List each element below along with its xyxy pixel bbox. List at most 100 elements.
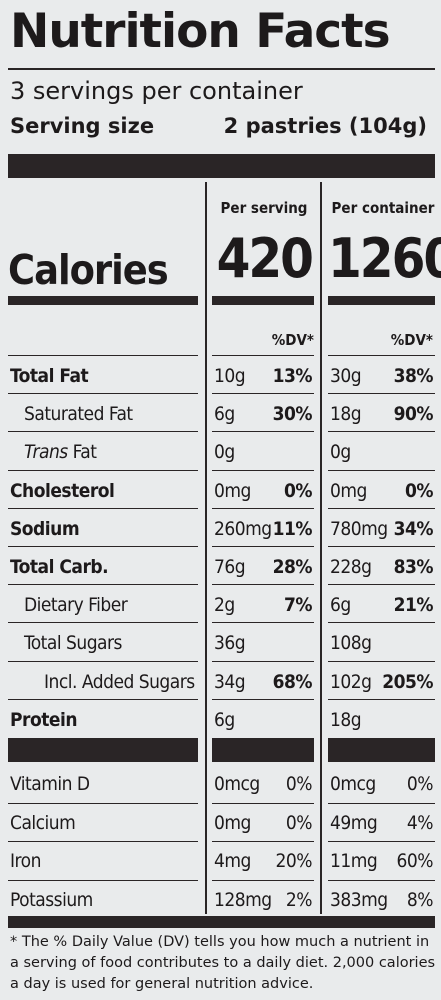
serving-amount: 34g bbox=[214, 670, 246, 693]
row-rule-container bbox=[328, 393, 435, 395]
container-dv: 83% bbox=[393, 556, 434, 578]
row-rule-label bbox=[8, 507, 198, 509]
vitamin-serving-dv: 0% bbox=[285, 811, 313, 834]
row-rule-container bbox=[328, 660, 435, 662]
column-divider-left bbox=[205, 182, 207, 914]
nutrient-name: Cholesterol bbox=[10, 479, 115, 502]
row-rule-container bbox=[328, 546, 435, 547]
container-amount: 228g bbox=[330, 556, 372, 578]
nutrient-name: Saturated Fat bbox=[24, 403, 133, 426]
dv-header-container: %DV* bbox=[390, 331, 433, 349]
vitamin-name: Potassium bbox=[10, 888, 93, 911]
row-rule-label bbox=[8, 660, 198, 662]
serving-amount: 6g bbox=[214, 403, 235, 426]
row-rule-serving bbox=[212, 469, 314, 471]
vitamin-container-dv: 8% bbox=[406, 888, 434, 911]
vit-rule-container bbox=[328, 879, 435, 881]
vitamin-container-amount: 0mcg bbox=[330, 773, 376, 795]
footnote: * The % Daily Value (DV) tells you how m… bbox=[10, 934, 436, 992]
vitamin-container-dv: 0% bbox=[406, 773, 434, 795]
row-rule-serving bbox=[212, 355, 314, 356]
serving-size-label: Serving size bbox=[10, 114, 155, 138]
container-amount: 0g bbox=[330, 441, 351, 464]
nutrient-name: Sodium bbox=[10, 517, 80, 540]
nutrient-name: Total Sugars bbox=[24, 632, 122, 655]
vit-rule-label bbox=[8, 879, 198, 881]
container-dv: 34% bbox=[393, 517, 434, 540]
row-rule-serving bbox=[212, 507, 314, 509]
row-rule-container bbox=[328, 469, 435, 471]
container-amount: 780mg bbox=[330, 517, 388, 540]
vit-rule-container bbox=[328, 802, 435, 804]
calories-per-serving: 420 bbox=[216, 227, 314, 290]
title-rule bbox=[8, 68, 435, 70]
row-rule-container bbox=[328, 355, 435, 356]
nutrient-name: Incl. Added Sugars bbox=[44, 670, 195, 693]
thick-bar-container bbox=[328, 738, 435, 762]
row-rule-label bbox=[8, 546, 198, 547]
serving-dv: 13% bbox=[272, 365, 313, 387]
column-header-per-container: Per container bbox=[331, 199, 435, 217]
serving-amount: 6g bbox=[214, 708, 235, 731]
thick-bar-label bbox=[8, 738, 198, 762]
vitamin-container-dv: 60% bbox=[396, 850, 434, 872]
container-amount: 102g bbox=[330, 670, 372, 693]
nutrient-name-rest: Fat bbox=[67, 441, 97, 464]
vit-rule-serving bbox=[212, 802, 314, 804]
row-rule-label bbox=[8, 584, 198, 586]
column-divider-right bbox=[320, 182, 322, 914]
calories-label: Calories bbox=[8, 246, 169, 294]
row-rule-serving bbox=[212, 660, 314, 662]
nutrient-name: Trans Fat bbox=[24, 434, 97, 470]
vitamin-container-amount: 383mg bbox=[330, 888, 388, 911]
nutrient-name-italic: Trans bbox=[24, 441, 68, 464]
vit-rule-label bbox=[8, 802, 198, 804]
vitamin-container-amount: 49mg bbox=[330, 811, 378, 834]
vitamin-serving-amount: 0mg bbox=[214, 811, 251, 834]
vitamin-serving-amount: 128mg bbox=[214, 888, 272, 911]
container-dv: 205% bbox=[382, 670, 433, 693]
container-amount: 6g bbox=[330, 594, 351, 617]
row-rule-serving bbox=[212, 622, 314, 624]
vitamin-name: Vitamin D bbox=[10, 773, 90, 795]
vit-rule-label bbox=[8, 841, 198, 842]
column-header-per-serving: Per serving bbox=[220, 199, 308, 217]
nutrient-name: Total Fat bbox=[10, 365, 89, 387]
thick-bar-serving bbox=[212, 738, 314, 762]
row-rule-label bbox=[8, 431, 198, 433]
calories-per-container: 1260 bbox=[328, 227, 441, 290]
calories-bar-container bbox=[328, 296, 435, 305]
vitamin-name: Calcium bbox=[10, 811, 76, 834]
container-amount: 0mg bbox=[330, 479, 367, 502]
row-rule-serving bbox=[212, 393, 314, 395]
row-rule-container bbox=[328, 507, 435, 509]
nutrient-name: Dietary Fiber bbox=[24, 594, 128, 617]
nutrient-name: Total Carb. bbox=[10, 556, 109, 578]
container-amount: 108g bbox=[330, 632, 372, 655]
container-amount: 30g bbox=[330, 365, 362, 387]
vit-rule-serving bbox=[212, 879, 314, 881]
row-rule-label bbox=[8, 355, 198, 356]
row-rule-label bbox=[8, 393, 198, 395]
container-dv: 38% bbox=[393, 365, 434, 387]
container-amount: 18g bbox=[330, 403, 362, 426]
vitamin-container-dv: 4% bbox=[406, 811, 434, 834]
calories-bar-label bbox=[8, 296, 198, 305]
row-rule-container bbox=[328, 584, 435, 586]
vitamin-serving-amount: 4mg bbox=[214, 850, 251, 872]
serving-dv: 28% bbox=[272, 556, 313, 578]
vit-rule-container bbox=[328, 841, 435, 842]
serving-amount: 0g bbox=[214, 441, 235, 464]
row-rule-serving bbox=[212, 431, 314, 433]
container-dv: 0% bbox=[404, 479, 434, 502]
dv-header-serving: %DV* bbox=[271, 331, 314, 349]
vitamin-name: Iron bbox=[10, 850, 41, 872]
serving-amount: 0mg bbox=[214, 479, 251, 502]
row-rule-label bbox=[8, 469, 198, 471]
serving-amount: 2g bbox=[214, 594, 235, 617]
row-rule-serving bbox=[212, 584, 314, 586]
nutrient-name: Protein bbox=[10, 708, 78, 731]
serving-dv: 68% bbox=[272, 670, 313, 693]
vitamin-serving-dv: 0% bbox=[285, 773, 313, 795]
row-rule-serving bbox=[212, 698, 314, 700]
